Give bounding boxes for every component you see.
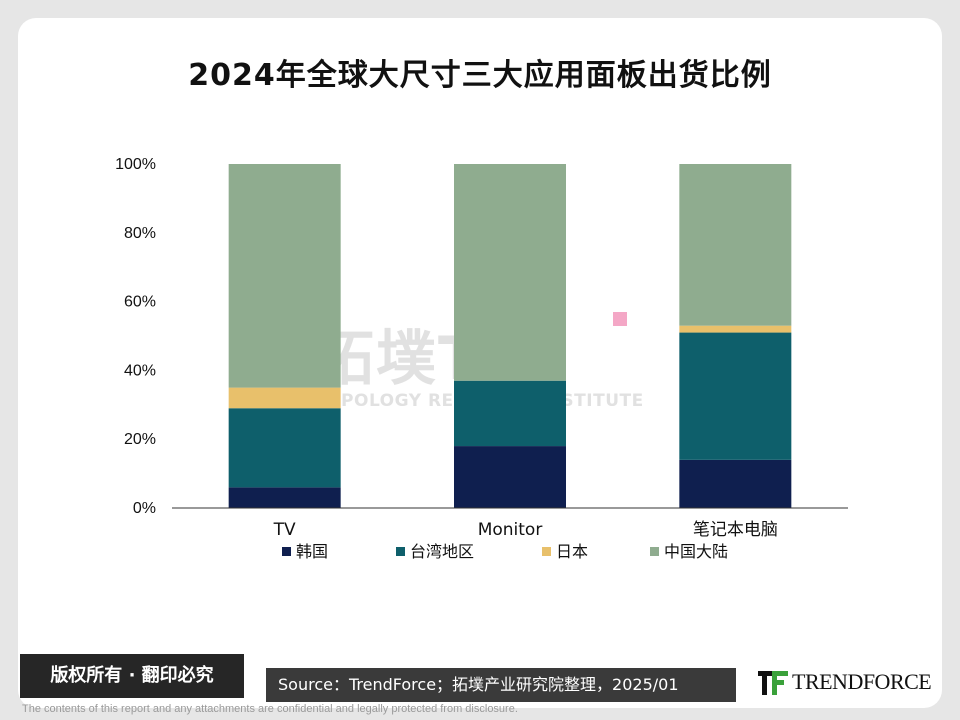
bar-segment bbox=[454, 446, 566, 508]
trendforce-logo: TRENDFORCE bbox=[758, 664, 932, 700]
y-tick-label: 0% bbox=[133, 500, 156, 517]
x-tick-label: Monitor bbox=[478, 520, 543, 540]
legend-label: 日本 bbox=[556, 542, 588, 561]
y-tick-label: 40% bbox=[124, 362, 156, 379]
bar-segment bbox=[679, 325, 792, 333]
chart-title: 2024年全球大尺寸三大应用面板出货比例 bbox=[188, 58, 772, 93]
legend-label: 中国大陆 bbox=[664, 542, 728, 561]
legend-swatch bbox=[282, 547, 291, 556]
bar-segment bbox=[679, 459, 792, 508]
legend-swatch bbox=[542, 547, 551, 556]
bar-segment bbox=[679, 332, 792, 460]
copyright-label: 版权所有 · 翻印必究 bbox=[20, 654, 244, 698]
logo-text: TRENDFORCE bbox=[792, 669, 932, 694]
trendforce-logo-icon bbox=[758, 671, 788, 695]
legend-swatch bbox=[650, 547, 659, 556]
bar-segment bbox=[228, 487, 341, 508]
bar-segment bbox=[679, 164, 792, 326]
y-tick-label: 80% bbox=[124, 225, 156, 242]
y-tick-label: 20% bbox=[124, 431, 156, 448]
decorative-dot bbox=[613, 312, 627, 326]
bar-segment bbox=[228, 164, 341, 388]
bar-segment bbox=[228, 387, 341, 409]
bar-segment bbox=[454, 164, 566, 381]
legend-swatch bbox=[396, 547, 405, 556]
disclaimer: The contents of this report and any atta… bbox=[22, 703, 518, 715]
legend-label: 台湾地区 bbox=[410, 542, 474, 561]
x-tick-label: TV bbox=[273, 520, 296, 540]
bar-segment bbox=[454, 380, 566, 447]
legend-label: 韩国 bbox=[296, 542, 328, 561]
y-tick-label: 100% bbox=[115, 156, 156, 173]
bar-segment bbox=[228, 408, 341, 488]
x-tick-label: 笔记本电脑 bbox=[693, 520, 778, 540]
source-text: Source：TrendForce；拓墣产业研究院整理，2025/01 bbox=[266, 668, 736, 702]
y-tick-label: 60% bbox=[124, 294, 156, 311]
